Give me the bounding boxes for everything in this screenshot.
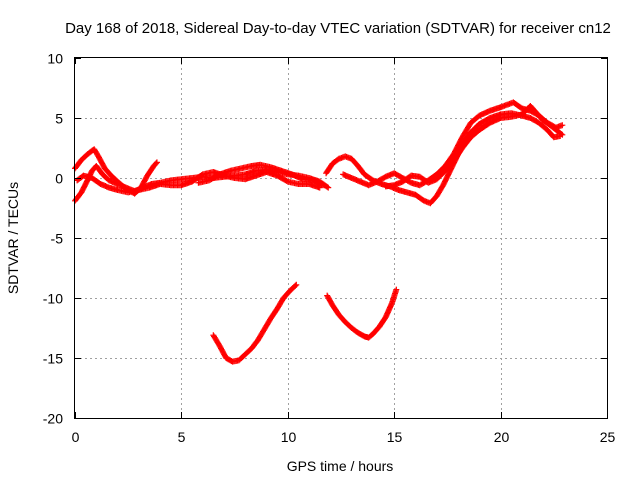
series-track-g <box>382 103 566 190</box>
series-track-d <box>195 161 327 189</box>
data-point <box>153 160 160 167</box>
series-track-i <box>324 286 400 341</box>
data-point <box>559 122 566 129</box>
y-tick-label: -15 <box>43 351 63 367</box>
x-tick-label: 15 <box>387 429 403 445</box>
y-tick-label: 5 <box>55 111 63 127</box>
series-track-h <box>210 281 300 365</box>
x-axis-label: GPS time / hours <box>287 458 394 474</box>
y-tick-label: -20 <box>43 411 63 427</box>
data-series <box>72 99 566 365</box>
data-point <box>293 281 300 288</box>
data-point <box>320 182 327 189</box>
data-point <box>153 159 160 166</box>
x-tick-label: 0 <box>72 429 80 445</box>
x-tick-label: 10 <box>281 429 297 445</box>
x-tick-label: 5 <box>178 429 186 445</box>
series-track-c <box>74 169 323 196</box>
data-point <box>292 282 299 289</box>
data-point <box>393 286 400 293</box>
x-tick-label: 20 <box>494 429 510 445</box>
y-tick-label: -10 <box>43 291 63 307</box>
y-tick-label: 0 <box>55 171 63 187</box>
y-axis-label: SDTVAR / TECUs <box>5 182 21 294</box>
data-point <box>559 131 566 138</box>
x-tick-label: 25 <box>600 429 616 445</box>
y-tick-label: -5 <box>51 231 64 247</box>
y-tick-label: 10 <box>47 51 63 67</box>
plot-frame <box>74 57 608 419</box>
data-point <box>325 184 332 191</box>
axis-ticks: 0 5 10 15 20 25 -20 -15 -10 -5 0 5 10 <box>43 51 616 446</box>
chart-title: Day 168 of 2018, Sidereal Day-to-day VTE… <box>65 20 611 37</box>
data-point <box>558 130 565 137</box>
data-point <box>324 183 331 190</box>
